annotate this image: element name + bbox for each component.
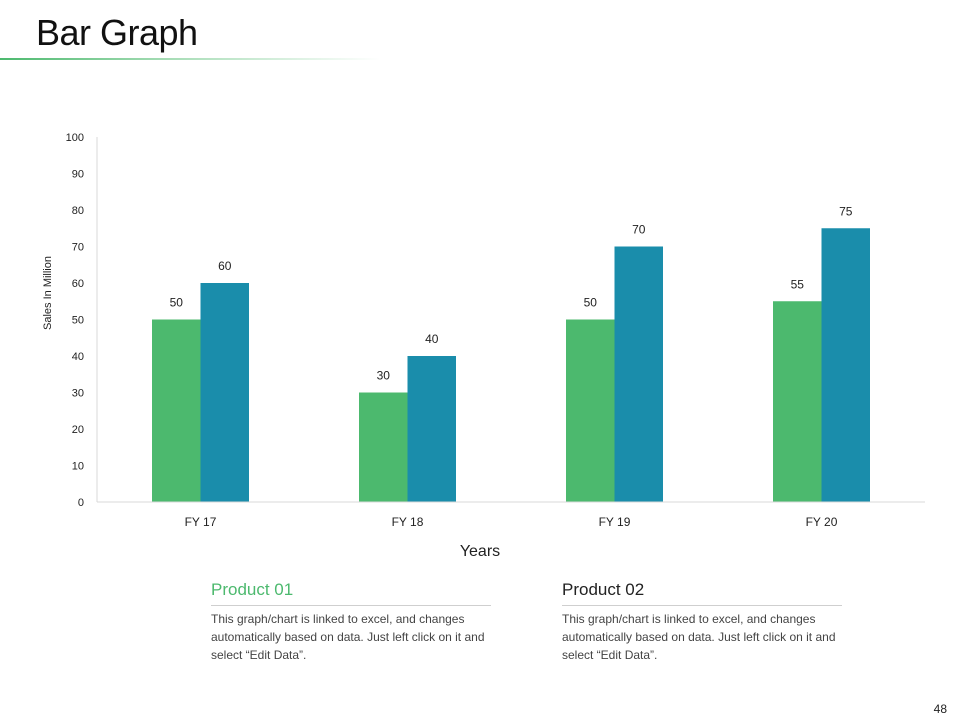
y-axis-title: Sales In Million [42, 256, 54, 330]
data-label: 30 [377, 369, 391, 383]
bar-product-01 [566, 319, 615, 502]
legend-heading: Product 02 [562, 580, 645, 599]
y-tick-label: 80 [72, 205, 84, 217]
legend-divider [211, 605, 491, 606]
data-label: 70 [632, 223, 646, 237]
data-label: 40 [425, 332, 439, 346]
legend-description: This graph/chart is linked to excel, and… [211, 612, 485, 662]
title-underline [0, 58, 380, 60]
bar-product-02 [821, 228, 870, 502]
bar-product-01 [359, 392, 408, 502]
y-tick-label: 20 [72, 424, 84, 436]
page-number: 48 [933, 702, 947, 716]
legend-heading: Product 01 [211, 580, 294, 599]
legend-product-02: Product 02 This graph/chart is linked to… [562, 580, 852, 664]
y-tick-label: 50 [72, 315, 84, 327]
y-tick-label: 30 [72, 388, 84, 400]
data-label: 50 [170, 296, 184, 310]
y-tick-label: 0 [78, 497, 84, 509]
bar-series [152, 228, 870, 502]
y-tick-label: 70 [72, 242, 84, 254]
bar-product-01 [773, 301, 822, 502]
slide-title: Bar Graph [36, 12, 198, 53]
y-tick-label: 60 [72, 278, 84, 290]
x-axis-ticks: FY 17 FY 18 FY 19 FY 20 [185, 515, 838, 529]
x-tick-label: FY 20 [806, 515, 838, 529]
data-label: 75 [839, 204, 853, 218]
x-tick-label: FY 19 [599, 515, 631, 529]
y-axis-ticks: 0 10 20 30 40 50 60 70 80 90 100 [66, 132, 84, 509]
y-tick-label: 90 [72, 169, 84, 181]
bar-product-02 [614, 246, 663, 502]
x-axis-title: Years [459, 543, 501, 560]
x-tick-label: FY 17 [185, 515, 217, 529]
data-label: 60 [218, 259, 232, 273]
y-tick-label: 10 [72, 461, 84, 473]
data-labels: 50 60 30 40 50 70 55 75 [170, 204, 853, 382]
bar-product-02 [407, 356, 456, 502]
data-label: 50 [584, 296, 598, 310]
y-tick-label: 100 [66, 132, 84, 144]
legend-divider [562, 605, 842, 606]
bar-product-02 [200, 283, 249, 502]
data-label: 55 [791, 277, 805, 291]
x-tick-label: FY 18 [392, 515, 424, 529]
legend-product-01: Product 01 This graph/chart is linked to… [211, 580, 501, 664]
y-tick-label: 40 [72, 351, 84, 363]
legend-description: This graph/chart is linked to excel, and… [562, 612, 836, 662]
bar-product-01 [152, 319, 201, 502]
